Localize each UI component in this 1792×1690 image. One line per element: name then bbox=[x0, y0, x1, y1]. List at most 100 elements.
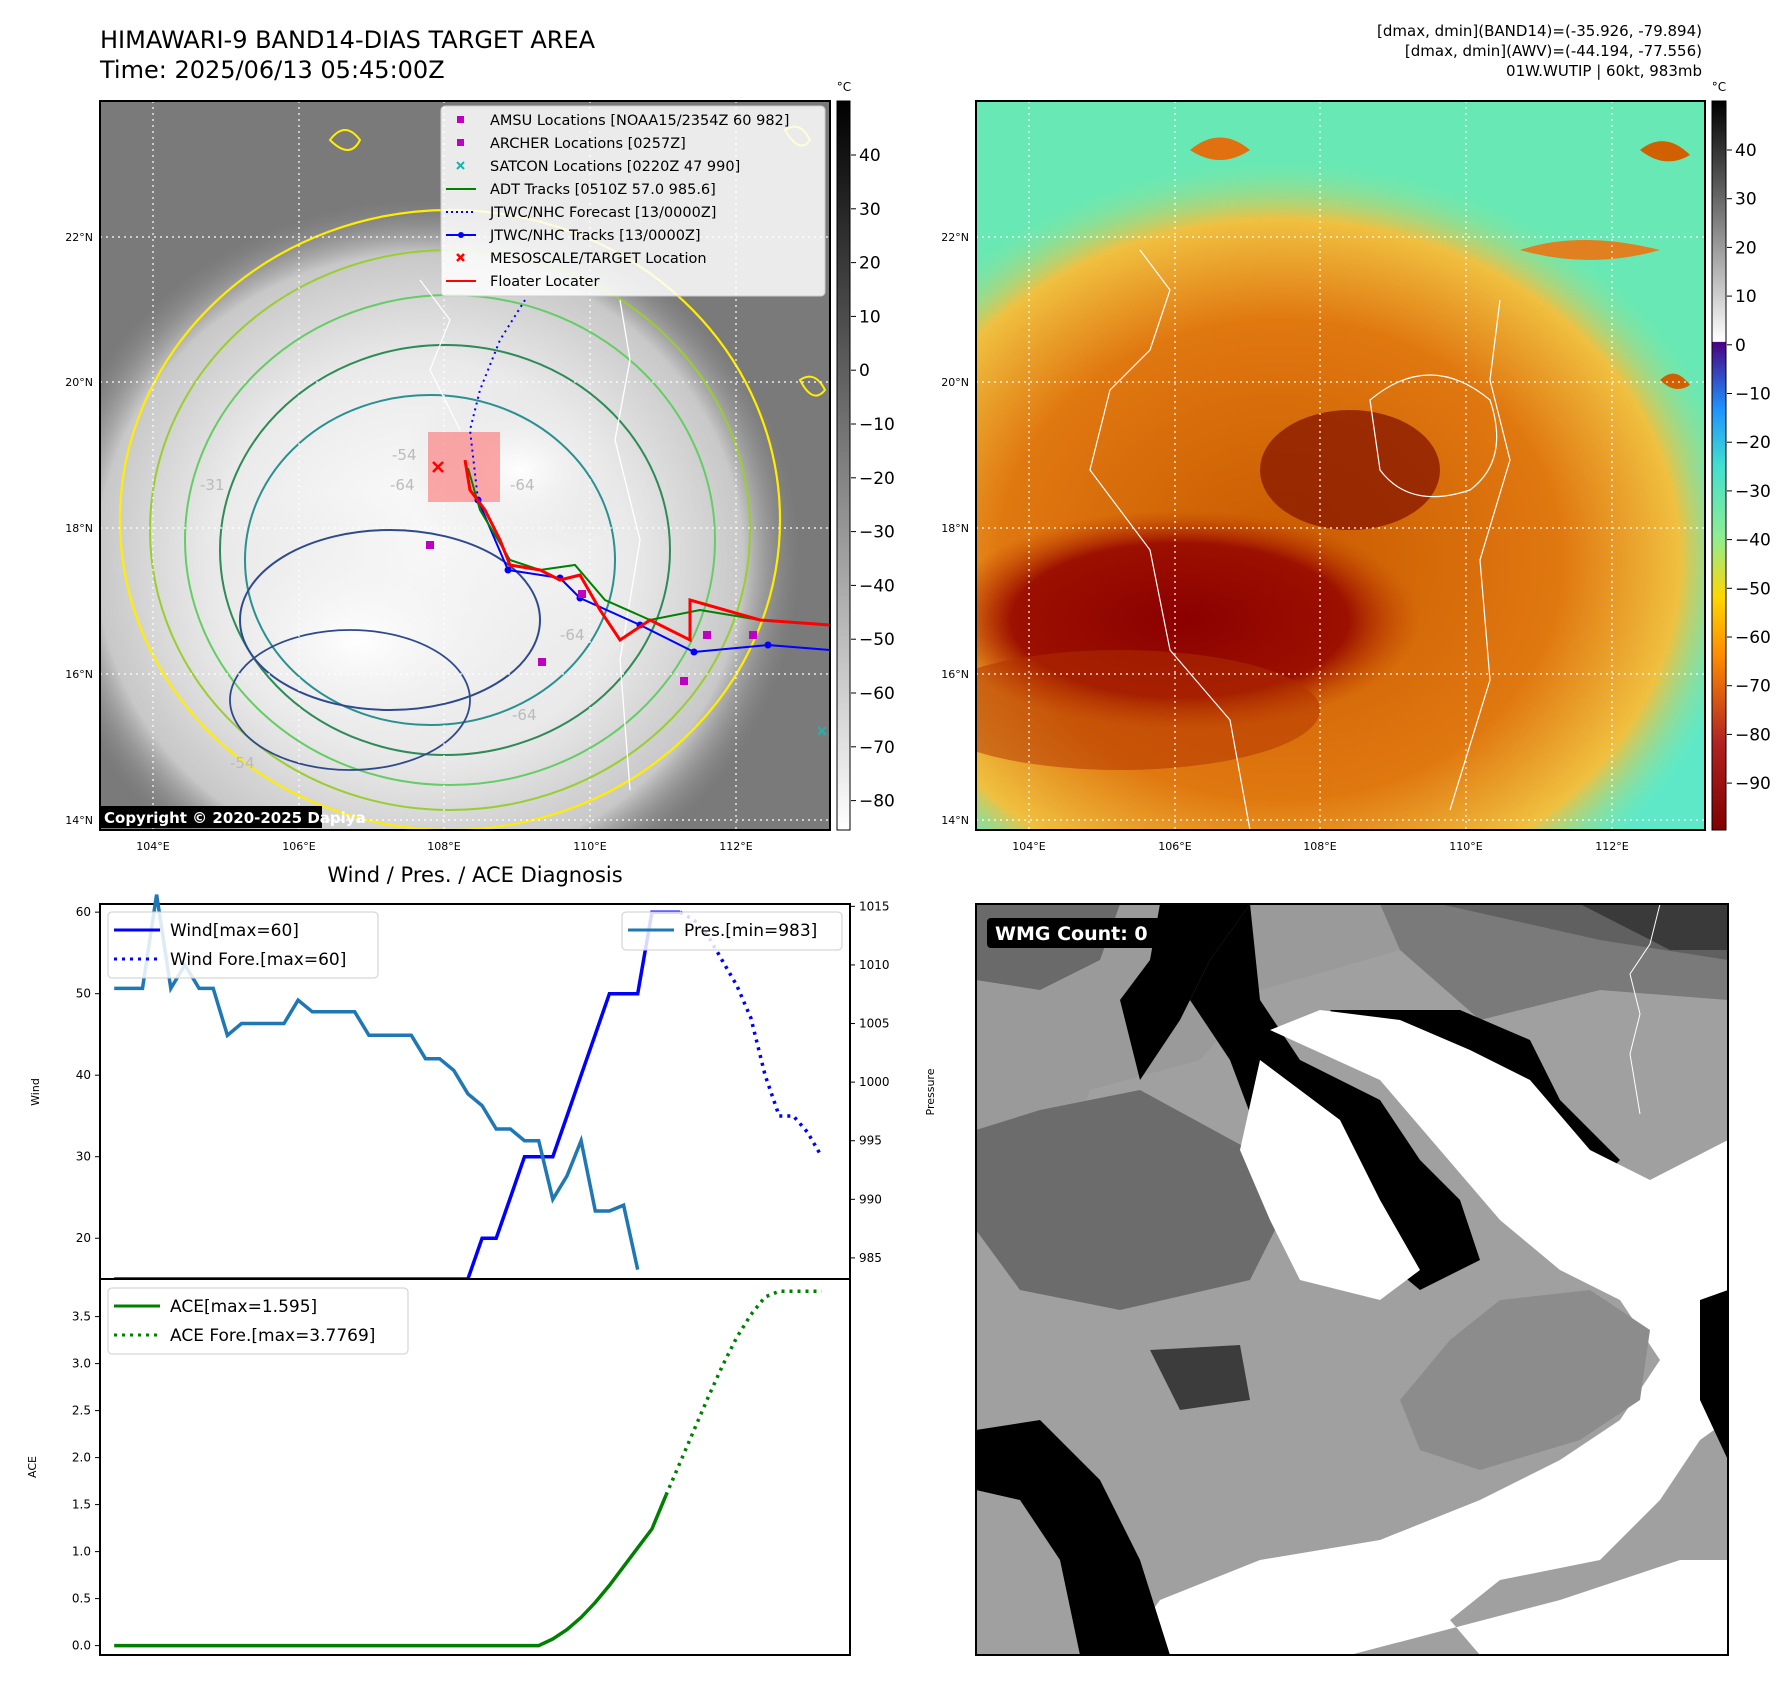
legend-label: Wind Fore.[max=60] bbox=[170, 950, 346, 970]
y-tick-label: 2.5 bbox=[72, 1404, 91, 1418]
colorbar-tick-label: 0 bbox=[1735, 336, 1746, 356]
legend-label: MESOSCALE/TARGET Location bbox=[490, 251, 707, 267]
y-tick-right-label: 985 bbox=[859, 1251, 882, 1265]
y-tick-right-label: 1010 bbox=[859, 958, 890, 972]
colorbar-tick-label: −40 bbox=[1735, 531, 1771, 551]
y-tick-label: 60 bbox=[76, 905, 91, 919]
satcon-markers bbox=[817, 726, 827, 736]
wind-axis-label: Wind bbox=[29, 1078, 42, 1106]
contour-label: -54 bbox=[230, 754, 255, 772]
jtwc-forecast-track bbox=[468, 299, 526, 501]
svg-text:104°E: 104°E bbox=[1012, 840, 1045, 853]
ace-legend: ACE[max=1.595] ACE Fore.[max=3.7769] bbox=[107, 1287, 409, 1355]
colorbar-tick-label: 40 bbox=[1735, 141, 1757, 161]
svg-text:108°E: 108°E bbox=[1303, 840, 1336, 853]
left-map-lat-labels: 22°N 20°N 18°N 16°N 14°N bbox=[65, 231, 93, 827]
svg-text:104°E: 104°E bbox=[136, 840, 169, 853]
legend-label: ARCHER Locations [0257Z] bbox=[490, 136, 686, 152]
svg-text:16°N: 16°N bbox=[941, 668, 969, 681]
series-line-pres bbox=[114, 894, 640, 1270]
y-tick-label: 20 bbox=[76, 1231, 91, 1245]
svg-text:110°E: 110°E bbox=[1449, 840, 1482, 853]
svg-text:14°N: 14°N bbox=[65, 814, 93, 827]
svg-text:18°N: 18°N bbox=[65, 522, 93, 535]
contour-labels: -54 -64 -64 -31 -64 -54 -64 bbox=[200, 446, 585, 772]
legend-label: ADT Tracks [0510Z 57.0 985.6] bbox=[490, 182, 716, 198]
colorbar-tick-label: −40 bbox=[859, 576, 895, 596]
diagnosis-title: Wind / Pres. / ACE Diagnosis bbox=[327, 863, 622, 887]
y-tick-right-label: 990 bbox=[859, 1192, 882, 1206]
legend-label: Wind[max=60] bbox=[170, 921, 299, 941]
band14-range-text: [dmax, dmin](BAND14)=(-35.926, -79.894) bbox=[1377, 22, 1702, 40]
wmg-panel: WMG Count: 0 bbox=[975, 903, 1729, 1656]
colorbar-tick-label: −10 bbox=[859, 415, 895, 435]
svg-text:20°N: 20°N bbox=[65, 376, 93, 389]
legend-label: ACE[max=1.595] bbox=[170, 1297, 317, 1317]
colorbar-tick-label: 40 bbox=[859, 146, 881, 166]
legend-label: Floater Locater bbox=[490, 274, 599, 290]
left-map-lon-labels: 104°E 106°E 108°E 110°E 112°E bbox=[136, 840, 752, 853]
right-map-gridlines bbox=[976, 101, 1705, 830]
colorbar-tick-label: 0 bbox=[859, 361, 870, 381]
colorbar-tick-label: −80 bbox=[1735, 725, 1771, 745]
colorbar-tick-label: −90 bbox=[1735, 774, 1771, 794]
left-colorbar: °C 40 30 20 10 0 −10 −20 −30 −40 −50 −60 −70 −80 bbox=[836, 80, 895, 831]
chart-title: HIMAWARI-9 BAND14-DIAS TARGET AREA bbox=[100, 26, 596, 54]
pressure-legend: Pres.[min=983] bbox=[621, 911, 843, 951]
jtwc-best-track bbox=[477, 499, 830, 654]
right-colorbar: °C 40 30 20 10 0 −10 −20 −30 −40 −50 −60 −70 −80 −90 bbox=[1711, 80, 1771, 831]
contour-label: -31 bbox=[200, 476, 225, 494]
contour-label: -54 bbox=[392, 446, 417, 464]
ace-chart: ACE 0.0 0.5 1.0 1.5 2.0 2.5 3.0 3.5 ACE[max=1.5… bbox=[26, 1278, 851, 1656]
ace-axis-label: ACE bbox=[26, 1456, 39, 1478]
colorbar-tick-label: −20 bbox=[1735, 433, 1771, 453]
contour-label: -64 bbox=[512, 706, 537, 724]
colorbar-tick-label: −20 bbox=[859, 469, 895, 489]
y-tick-label: 50 bbox=[76, 987, 91, 1001]
y-tick-right-label: 1015 bbox=[859, 899, 890, 913]
left-colorbar-unit: °C bbox=[837, 80, 851, 94]
legend-label: SATCON Locations [0220Z 47 990] bbox=[490, 159, 740, 175]
svg-text:106°E: 106°E bbox=[282, 840, 315, 853]
copyright-badge bbox=[100, 806, 322, 828]
colorbar-tick-label: −60 bbox=[1735, 628, 1771, 648]
y-tick-right-label: 995 bbox=[859, 1134, 882, 1148]
svg-text:20°N: 20°N bbox=[941, 376, 969, 389]
y-tick-label: 3.0 bbox=[72, 1357, 91, 1371]
svg-text:108°E: 108°E bbox=[427, 840, 460, 853]
legend-label: AMSU Locations [NOAA15/2354Z 60 982] bbox=[490, 113, 789, 129]
contour-label: -64 bbox=[510, 476, 535, 494]
y-tick-right-label: 1000 bbox=[859, 1075, 890, 1089]
wind-pressure-chart: Wind Pressure 20 30 40 50 60 985 990 995 1000 100… bbox=[29, 894, 937, 1281]
right-colorbar-unit: °C bbox=[1712, 80, 1726, 94]
svg-text:110°E: 110°E bbox=[573, 840, 606, 853]
colorbar-tick-label: 20 bbox=[1735, 238, 1757, 258]
y-tick-label: 0.0 bbox=[72, 1639, 91, 1653]
contour-label: -64 bbox=[390, 476, 415, 494]
pressure-axis-label: Pressure bbox=[924, 1068, 937, 1115]
colorbar-tick-label: 10 bbox=[859, 307, 881, 327]
colorbar-tick-label: 10 bbox=[1735, 287, 1757, 307]
awv-range-text: [dmax, dmin](AWV)=(-44.194, -77.556) bbox=[1404, 42, 1702, 60]
rainbow-ir-map-panel: 104°E 106°E 108°E 110°E 112°E 22°N 20°N … bbox=[941, 100, 1706, 853]
right-map-lat-labels: 22°N 20°N 18°N 16°N 14°N bbox=[941, 231, 969, 827]
colorbar-tick-label: −50 bbox=[1735, 579, 1771, 599]
colorbar-tick-label: −60 bbox=[859, 684, 895, 704]
storm-info-text: 01W.WUTIP | 60kt, 983mb bbox=[1506, 62, 1702, 80]
wmg-count-label: WMG Count: 0 bbox=[995, 923, 1148, 945]
series-line-ace-fore bbox=[664, 1289, 822, 1496]
amsu-archer-markers bbox=[426, 541, 757, 685]
colorbar-tick-label: −80 bbox=[859, 792, 895, 812]
colorbar-tick-label: −10 bbox=[1735, 385, 1771, 405]
svg-text:22°N: 22°N bbox=[65, 231, 93, 244]
wind-legend: Wind[max=60] Wind Fore.[max=60] bbox=[107, 911, 379, 979]
svg-text:14°N: 14°N bbox=[941, 814, 969, 827]
colorbar-tick-label: −70 bbox=[859, 738, 895, 758]
svg-text:106°E: 106°E bbox=[1158, 840, 1191, 853]
colorbar-tick-label: 20 bbox=[859, 254, 881, 274]
legend-label: JTWC/NHC Tracks [13/0000Z] bbox=[489, 228, 701, 244]
series-line-ace bbox=[114, 1494, 668, 1648]
contour-label: -64 bbox=[560, 626, 585, 644]
colorbar-tick-label: −50 bbox=[859, 630, 895, 650]
